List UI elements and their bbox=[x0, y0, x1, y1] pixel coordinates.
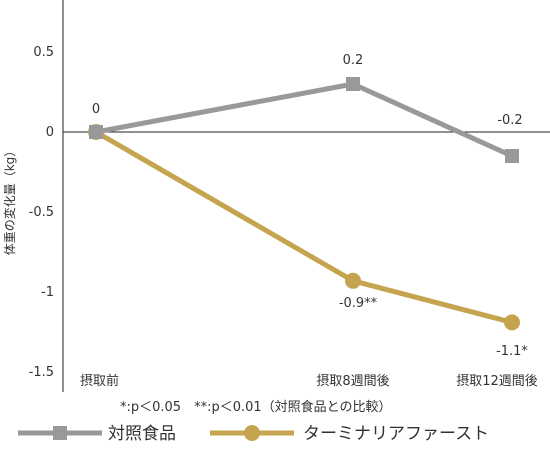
series-terminalia bbox=[88, 124, 520, 331]
series-control bbox=[89, 77, 519, 163]
data-label: -1.1* bbox=[496, 344, 528, 359]
data-label: 0.2 bbox=[343, 53, 364, 68]
data-point-square bbox=[505, 149, 519, 163]
y-tick-label: 0.5 bbox=[33, 45, 54, 60]
legend-item: 対照食品 bbox=[18, 424, 176, 444]
legend-marker-square bbox=[53, 426, 67, 440]
legend-label: ターミナリアファースト bbox=[303, 424, 489, 444]
y-axis-title: 体重の変化量（kg） bbox=[2, 145, 17, 256]
data-point-circle bbox=[345, 272, 361, 289]
legend-label: 対照食品 bbox=[108, 424, 176, 444]
data-label: -0.9** bbox=[339, 296, 378, 311]
data-point-square bbox=[346, 77, 360, 91]
data-point-square bbox=[89, 125, 103, 139]
y-tick-label: 0 bbox=[46, 125, 54, 140]
x-category-label: 摂取12週間後 bbox=[456, 373, 538, 389]
series-line bbox=[95, 81, 514, 159]
legend-marker-circle bbox=[244, 425, 260, 441]
series-line bbox=[94, 129, 513, 325]
y-tick-label: -0.5 bbox=[29, 205, 54, 220]
x-category-label: 摂取8週間後 bbox=[316, 373, 389, 389]
legend-item: ターミナリアファースト bbox=[210, 424, 489, 444]
y-tick-label: -1 bbox=[41, 285, 54, 300]
data-point-circle bbox=[504, 314, 520, 331]
data-label: 0 bbox=[92, 102, 100, 117]
y-tick-label: -1.5 bbox=[29, 365, 54, 380]
data-label: -0.2 bbox=[497, 113, 522, 128]
x-category-label: 摂取前 bbox=[80, 373, 119, 389]
significance-note: *:p＜0.05 **:p＜0.01（対照食品との比較） bbox=[120, 399, 392, 415]
